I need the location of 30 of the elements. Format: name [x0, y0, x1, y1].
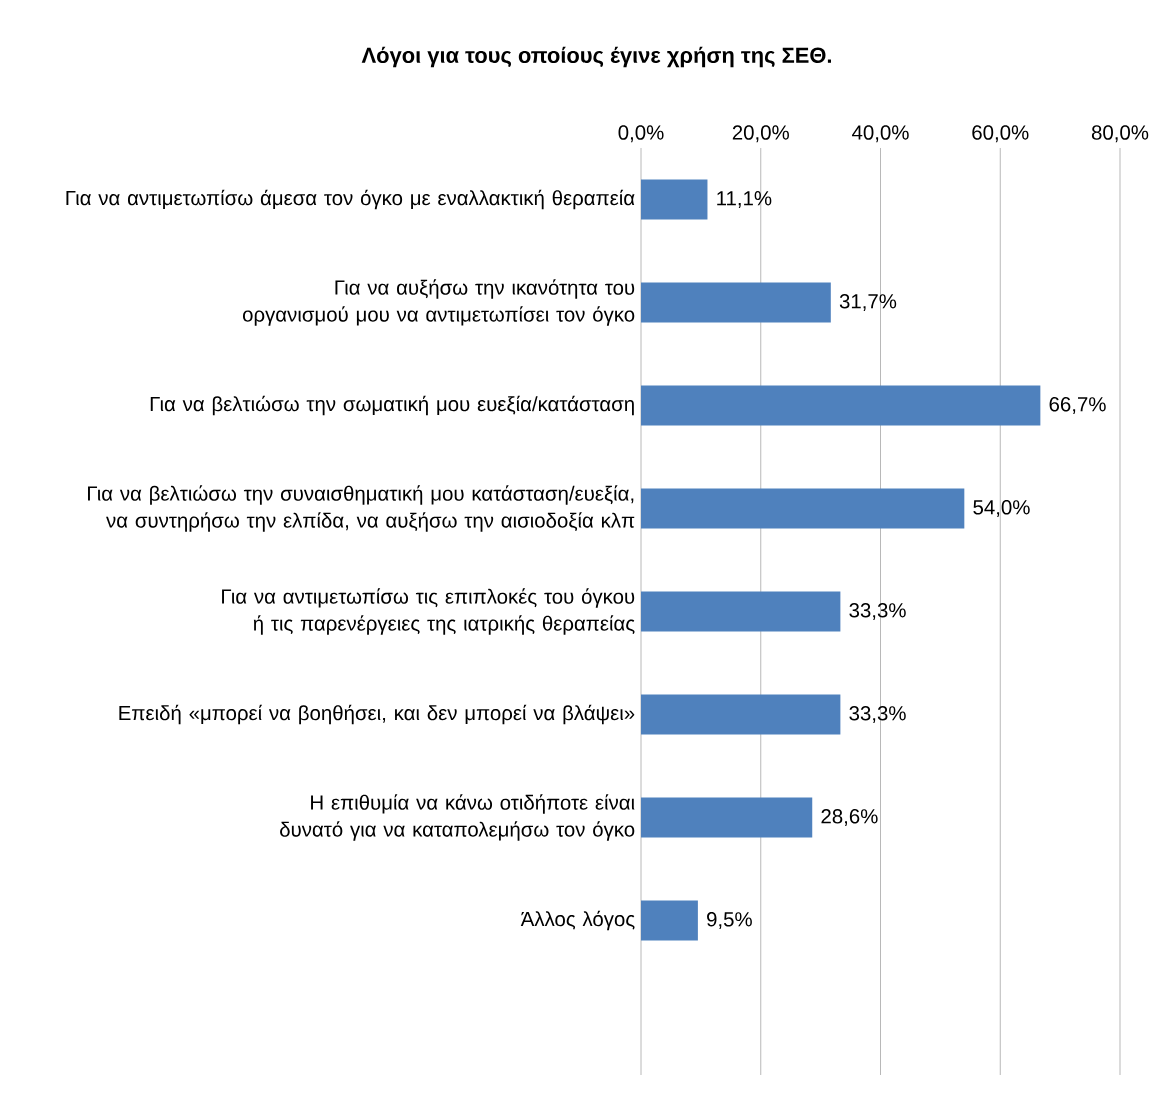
data-label: 33,3%	[849, 603, 906, 620]
bar	[641, 282, 831, 323]
data-label: 66,7%	[1049, 397, 1106, 414]
y-tick-label: Για να αυξήσω την ικανότητα του οργανισμού μου να αντιμετωπίσει τον όγκο	[242, 279, 635, 326]
y-tick-label: Επειδή «μπορεί να βοηθήσει, και δεν μπορεί να βλάψει»	[119, 704, 635, 725]
x-tick-label: 60,0%	[972, 125, 1029, 143]
data-label: 28,6%	[821, 809, 878, 826]
chart-title: Λόγοι για τους οποίους έγινε χρήση της ΣΕΘ.	[361, 46, 831, 68]
x-tick-label: 20,0%	[732, 125, 789, 143]
data-label: 33,3%	[849, 706, 906, 723]
y-tick-label: Για να βελτιώσω την συναισθηματική μου κατάσταση/ευεξία, να συντηρήσω την ελπίδα, να αυξήσω την αισιοδοξία κλπ	[88, 485, 635, 532]
bar	[641, 591, 841, 632]
data-label: 31,7%	[839, 294, 897, 311]
x-tick-label: 40,0%	[852, 125, 909, 143]
y-tick-label: Για να αντιμετωπίσω τις επιπλοκές του όγκου ή τις παρενέργειες της ιατρικής θεραπείας	[222, 588, 635, 635]
y-tick-label: Η επιθυμία να κάνω οτιδήποτε είναι δυνατό για να καταπολεμήσω τον όγκο	[280, 794, 635, 841]
data-label: 54,0%	[973, 500, 1030, 517]
x-tick-label: 80,0%	[1091, 125, 1149, 143]
bar	[641, 385, 1041, 426]
bar	[641, 488, 965, 529]
y-tick-label: Για να αντιμετωπίσω άμεσα τον όγκο με εναλλακτική θεραπεία	[66, 189, 635, 210]
x-tick-label: 0,0%	[618, 125, 664, 143]
bar	[641, 694, 841, 735]
bar	[641, 797, 813, 838]
data-label: 9,5%	[707, 912, 752, 929]
bar	[641, 900, 698, 941]
y-tick-label: Άλλος λόγος	[520, 910, 635, 931]
bar	[641, 179, 708, 220]
data-label: 11,1%	[717, 191, 772, 208]
y-tick-label: Για να βελτιώσω την σωματική μου ευεξία/κατάσταση	[150, 395, 634, 416]
